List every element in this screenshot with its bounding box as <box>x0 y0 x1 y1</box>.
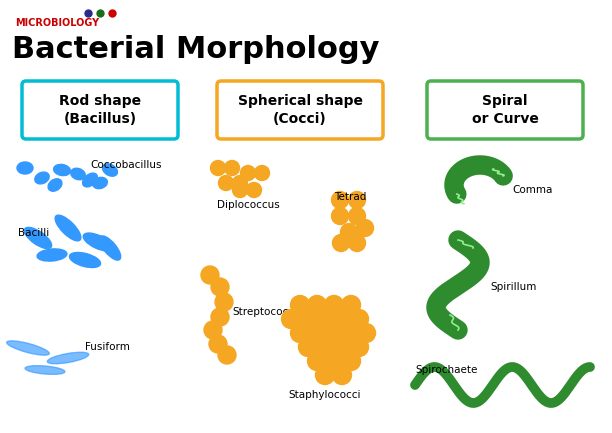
Text: Spiral
or Curve: Spiral or Curve <box>472 94 539 126</box>
Text: Rod shape
(Bacillus): Rod shape (Bacillus) <box>59 94 141 126</box>
Circle shape <box>201 266 219 284</box>
Circle shape <box>332 191 348 209</box>
Circle shape <box>332 235 349 252</box>
Circle shape <box>218 346 236 364</box>
Text: Tetrad: Tetrad <box>334 192 367 202</box>
Ellipse shape <box>83 173 97 187</box>
Text: Comma: Comma <box>512 185 553 195</box>
Ellipse shape <box>35 172 49 184</box>
Circle shape <box>349 310 368 329</box>
Ellipse shape <box>7 341 50 355</box>
Ellipse shape <box>55 215 81 241</box>
Circle shape <box>348 207 365 224</box>
Ellipse shape <box>54 165 70 176</box>
FancyBboxPatch shape <box>427 81 583 139</box>
Text: Spirochaete: Spirochaete <box>415 365 477 375</box>
Circle shape <box>299 337 318 356</box>
FancyBboxPatch shape <box>22 81 178 139</box>
Circle shape <box>324 295 343 314</box>
Circle shape <box>255 165 269 181</box>
Circle shape <box>324 323 343 343</box>
Circle shape <box>218 175 234 191</box>
Circle shape <box>316 310 335 329</box>
Text: Bacilli: Bacilli <box>18 228 49 238</box>
Circle shape <box>299 310 318 329</box>
Circle shape <box>233 175 247 191</box>
Circle shape <box>282 310 300 329</box>
Ellipse shape <box>17 162 33 174</box>
Text: Streptococci: Streptococci <box>232 307 297 317</box>
Text: Bacterial Morphology: Bacterial Morphology <box>12 35 379 64</box>
Ellipse shape <box>99 236 121 260</box>
Circle shape <box>332 365 351 385</box>
Circle shape <box>225 161 239 175</box>
Circle shape <box>341 295 360 314</box>
Text: MICROBIOLOGY: MICROBIOLOGY <box>15 18 99 28</box>
Ellipse shape <box>83 233 113 251</box>
Circle shape <box>349 337 368 356</box>
Text: Diplococcus: Diplococcus <box>217 200 279 210</box>
Text: Spherical shape
(Cocci): Spherical shape (Cocci) <box>237 94 362 126</box>
Circle shape <box>348 191 365 209</box>
Circle shape <box>332 207 348 224</box>
Ellipse shape <box>48 179 62 191</box>
Circle shape <box>307 323 326 343</box>
Circle shape <box>211 308 229 326</box>
Circle shape <box>307 295 326 314</box>
Circle shape <box>291 295 310 314</box>
Circle shape <box>291 323 310 343</box>
Circle shape <box>233 182 247 197</box>
Ellipse shape <box>69 252 100 268</box>
Circle shape <box>341 323 360 343</box>
Circle shape <box>357 323 376 343</box>
Ellipse shape <box>37 249 67 261</box>
Circle shape <box>316 337 335 356</box>
Circle shape <box>215 293 233 311</box>
FancyBboxPatch shape <box>217 81 383 139</box>
Circle shape <box>357 220 373 236</box>
Circle shape <box>211 161 225 175</box>
Circle shape <box>332 337 351 356</box>
Ellipse shape <box>25 365 65 375</box>
Circle shape <box>209 335 227 353</box>
Circle shape <box>348 235 365 252</box>
Circle shape <box>204 321 222 339</box>
Circle shape <box>324 352 343 371</box>
Text: Fusiform: Fusiform <box>85 342 130 352</box>
Circle shape <box>211 278 229 296</box>
Circle shape <box>340 223 357 240</box>
Text: Coccobacillus: Coccobacillus <box>90 160 162 170</box>
Circle shape <box>341 352 360 371</box>
Circle shape <box>247 182 261 197</box>
Circle shape <box>316 365 335 385</box>
Ellipse shape <box>24 227 51 249</box>
Circle shape <box>332 310 351 329</box>
Ellipse shape <box>71 168 85 180</box>
Circle shape <box>307 352 326 371</box>
Ellipse shape <box>92 178 107 189</box>
Circle shape <box>241 165 255 181</box>
Text: Staphylococci: Staphylococci <box>289 390 361 400</box>
Ellipse shape <box>103 164 118 176</box>
Text: Spirillum: Spirillum <box>490 282 536 292</box>
Ellipse shape <box>47 352 89 364</box>
